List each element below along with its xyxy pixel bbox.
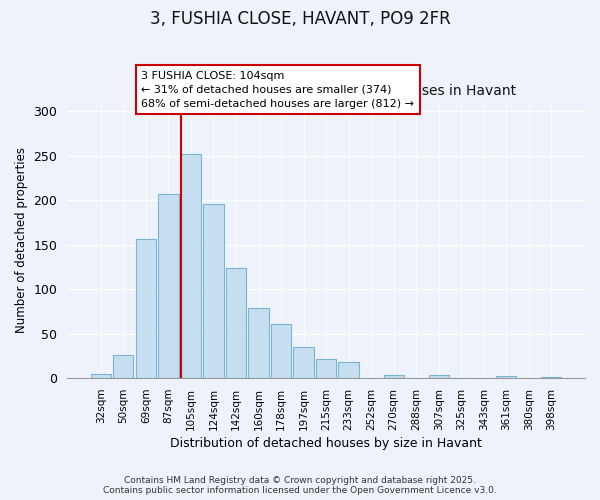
Bar — [338, 362, 359, 378]
Bar — [496, 376, 517, 378]
Text: 3 FUSHIA CLOSE: 104sqm
← 31% of detached houses are smaller (374)
68% of semi-de: 3 FUSHIA CLOSE: 104sqm ← 31% of detached… — [142, 70, 415, 108]
Bar — [136, 240, 156, 378]
Bar — [226, 268, 246, 378]
Bar — [271, 324, 291, 378]
Bar — [113, 355, 133, 378]
Bar — [248, 308, 269, 378]
Bar — [316, 358, 336, 378]
Bar — [181, 154, 201, 378]
Title: Size of property relative to detached houses in Havant: Size of property relative to detached ho… — [136, 84, 516, 98]
Bar — [383, 374, 404, 378]
X-axis label: Distribution of detached houses by size in Havant: Distribution of detached houses by size … — [170, 437, 482, 450]
Bar — [293, 347, 314, 378]
Bar — [158, 194, 179, 378]
Bar — [91, 374, 111, 378]
Text: 3, FUSHIA CLOSE, HAVANT, PO9 2FR: 3, FUSHIA CLOSE, HAVANT, PO9 2FR — [149, 10, 451, 28]
Bar — [428, 374, 449, 378]
Bar — [203, 204, 224, 378]
Y-axis label: Number of detached properties: Number of detached properties — [15, 148, 28, 334]
Text: Contains HM Land Registry data © Crown copyright and database right 2025.
Contai: Contains HM Land Registry data © Crown c… — [103, 476, 497, 495]
